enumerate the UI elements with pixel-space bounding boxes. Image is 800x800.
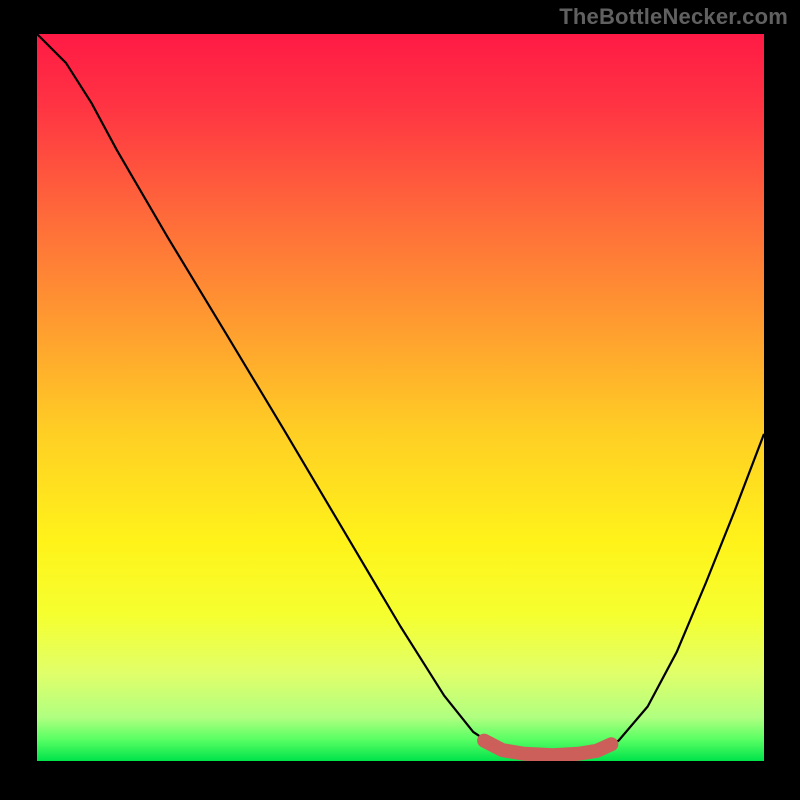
watermark-text: TheBottleNecker.com	[559, 4, 788, 30]
plot-area	[37, 34, 764, 761]
chart-container: TheBottleNecker.com	[0, 0, 800, 800]
chart-svg	[37, 34, 764, 761]
chart-background	[37, 34, 764, 761]
